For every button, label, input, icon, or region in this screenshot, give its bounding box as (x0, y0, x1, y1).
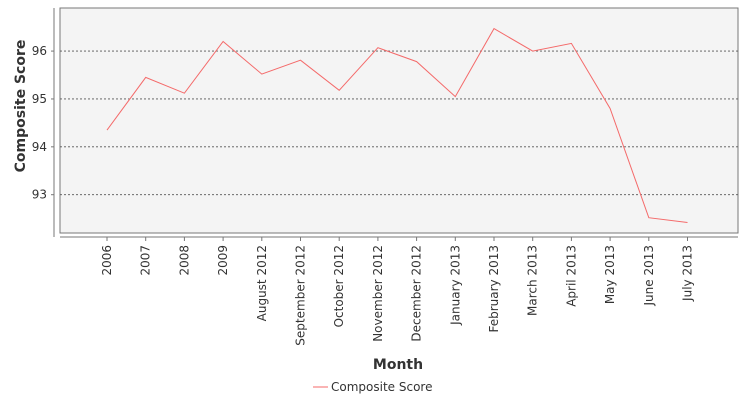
x-tick-label: March 2013 (526, 245, 540, 316)
y-tick-label: 95 (32, 92, 47, 106)
y-tick-label: 93 (32, 188, 47, 202)
x-tick-label: August 2012 (255, 245, 269, 321)
x-axis: 2006 2007 2008 2009 August 2012 September 201… (60, 236, 738, 346)
x-tick-label: September 2012 (294, 245, 308, 346)
y-axis-title: Composite Score (13, 40, 29, 173)
y-axis: 93 94 95 96 (32, 8, 55, 237)
x-tick-label: October 2012 (332, 245, 346, 327)
gridlines (60, 50, 738, 196)
x-tick-label: November 2012 (371, 245, 385, 342)
series-layer (106, 27, 688, 223)
x-tick-label: June 2013 (642, 245, 656, 307)
x-tick-label: April 2013 (564, 245, 578, 307)
plot-area (59, 7, 739, 234)
legend-label: Composite Score (331, 380, 432, 394)
x-tick-label: July 2013 (681, 245, 695, 302)
x-tick-label: February 2013 (487, 245, 501, 333)
x-tick-label: 2006 (100, 245, 114, 276)
x-tick-label: January 2013 (448, 245, 462, 326)
x-axis-title: Month (373, 357, 423, 373)
x-tick-label: 2007 (139, 245, 153, 276)
x-tick-label: May 2013 (603, 245, 617, 304)
legend: Composite Score (313, 380, 432, 394)
x-tick-label: 2008 (177, 245, 191, 276)
series-line (106, 27, 688, 223)
y-tick-label: 96 (32, 44, 47, 58)
x-tick-label: December 2012 (410, 245, 424, 342)
x-tick-label: 2009 (216, 245, 230, 276)
y-tick-label: 94 (32, 140, 47, 154)
